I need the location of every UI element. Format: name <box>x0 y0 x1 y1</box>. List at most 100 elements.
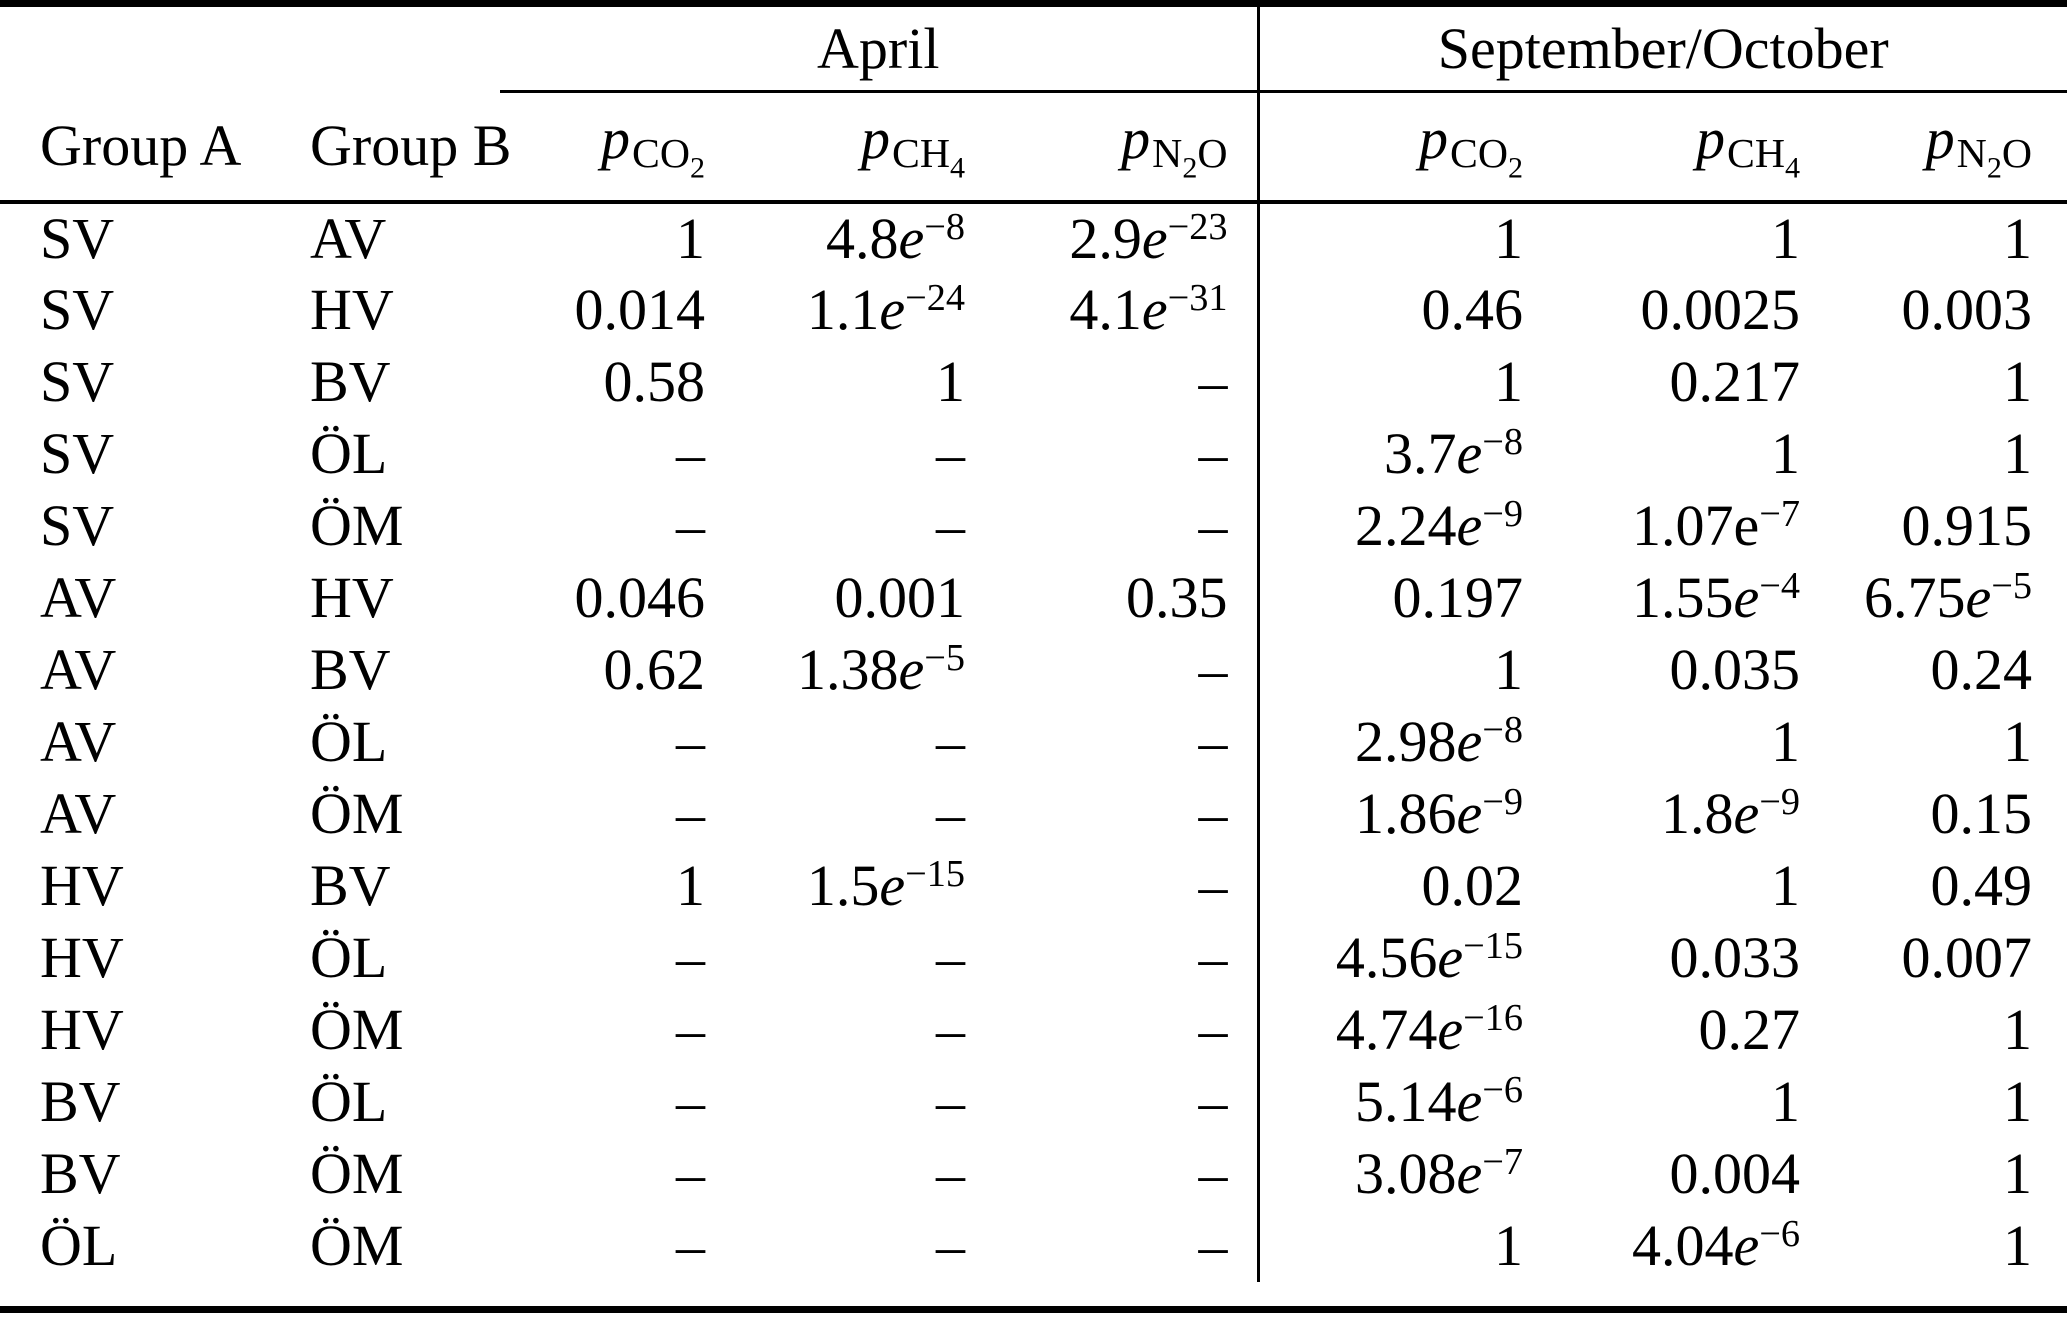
gas-formula: CO2 <box>631 131 705 185</box>
gas-formula: N2O <box>1956 131 2033 185</box>
exponent-e: e <box>1456 708 1483 774</box>
group-a-cell: AV <box>40 708 117 774</box>
season-header-row: April September/October <box>0 3 2067 93</box>
group-b-cell: HV <box>310 564 394 630</box>
exponent-e: e <box>1141 205 1168 271</box>
group-a-cell: SV <box>40 205 115 271</box>
exponent: −7 <box>1759 492 1800 535</box>
april-p-value-cell: – <box>1198 780 1228 846</box>
april-p-value-cell: – <box>936 780 965 846</box>
sep-oct-p-value-cell: 1.07e−7 <box>1632 492 1800 558</box>
april-p-value-cell: – <box>1198 1140 1228 1206</box>
group-b-cell: BV <box>310 852 391 918</box>
sep-oct-p-value-cell: 6.75e−5 <box>1864 564 2033 630</box>
formula-subscript: 2 <box>1507 150 1523 185</box>
april-p-value-cell: – <box>1198 636 1228 702</box>
exponent-e: e <box>1456 1068 1483 1134</box>
sep-oct-p-value-cell: 1.8e−9 <box>1661 780 1800 846</box>
exponent: −4 <box>1759 564 1800 607</box>
april-p-value-cell: – <box>676 1140 705 1206</box>
group-b-cell: ÖL <box>310 708 388 774</box>
sep-oct-p-value-cell: 4.04e−6 <box>1632 1212 1800 1278</box>
april-p-value-cell: – <box>1198 492 1228 558</box>
april-p-value-cell: – <box>676 492 705 558</box>
exponent: −15 <box>905 852 965 895</box>
april-p-value-cell: – <box>676 924 705 990</box>
formula-subscript: 4 <box>949 150 965 185</box>
exponent-e: e <box>1141 276 1168 342</box>
table-row: SV HV 0.014 1.1e−24 4.1e−31 0.46 0.0025 0.003 <box>0 273 2067 346</box>
sep-oct-p-value-cell: 0.15 <box>1930 780 2033 846</box>
sep-oct-pch4-header: pCH4 <box>1538 91 1808 204</box>
april-p-value-cell: – <box>936 924 965 990</box>
april-p-value-cell: 1.38e−5 <box>797 636 965 702</box>
sep-oct-p-value-cell: 1.55e−4 <box>1632 564 1800 630</box>
exponent-e: e <box>1437 924 1464 990</box>
group-a-cell: SV <box>40 420 115 486</box>
p-symbol: p <box>1418 105 1448 171</box>
empty-header-cell <box>270 4 500 92</box>
sep-oct-p-value-cell: 1 <box>2003 708 2033 774</box>
sep-oct-pn2o-header: pN2O <box>1808 91 2067 204</box>
sep-oct-p-value-cell: 0.007 <box>1901 924 2033 990</box>
exponent-e: e <box>1965 564 1992 630</box>
exponent-e: e <box>1437 996 1464 1062</box>
table-row: HV ÖM – – –4.74e−16 0.27 1 <box>0 993 2067 1066</box>
april-p-value-cell: – <box>1198 708 1228 774</box>
table-row: HV BV 1 1.5e−15 –0.02 1 0.49 <box>0 849 2067 922</box>
april-p-value-cell: – <box>1198 1068 1228 1134</box>
sep-oct-p-value-cell: 5.14e−6 <box>1256 1065 1538 1138</box>
sep-oct-p-value-cell: 3.7e−8 <box>1256 417 1538 490</box>
group-a-cell: AV <box>40 564 117 630</box>
formula-subscript: 2 <box>1182 150 1198 185</box>
sep-oct-p-value-cell: 0.02 <box>1256 849 1538 922</box>
exponent: −9 <box>1482 492 1523 535</box>
april-p-value-cell: 4.1e−31 <box>1069 276 1228 342</box>
formula-subscript: 2 <box>689 150 705 185</box>
table-row: AV BV 0.62 1.38e−5 –1 0.035 0.24 <box>0 633 2067 706</box>
sep-oct-p-value-cell: 1 <box>2003 1212 2033 1278</box>
group-a-cell: AV <box>40 636 117 702</box>
sep-oct-p-value-cell: 0.915 <box>1901 492 2033 558</box>
april-p-value-cell: 1 <box>676 205 705 271</box>
sep-oct-p-value-cell: 0.217 <box>1669 348 1801 414</box>
exponent-e: e <box>1733 1212 1760 1278</box>
group-b-cell: ÖL <box>310 420 388 486</box>
exponent-e: e <box>1456 420 1483 486</box>
p-symbol: p <box>1925 105 1955 171</box>
table-row: AV HV 0.046 0.001 0.35 0.197 1.55e−4 6.75e−5 <box>0 561 2067 634</box>
gas-formula: CH4 <box>1726 131 1800 185</box>
april-p-value-cell: – <box>936 1212 965 1278</box>
april-p-value-cell: 0.58 <box>603 348 706 414</box>
april-p-value-cell: – <box>676 1212 705 1278</box>
sep-oct-p-value-cell: 1 <box>2003 996 2033 1062</box>
group-a-cell: HV <box>40 852 124 918</box>
exponent: −9 <box>1759 780 1800 823</box>
sep-oct-p-value-cell: 0.49 <box>1930 852 2033 918</box>
sep-oct-p-value-cell: 1 <box>1771 205 1800 271</box>
exponent-e: e <box>898 636 925 702</box>
sep-oct-p-value-cell: 1 <box>1256 201 1538 274</box>
sep-oct-p-value-cell: 3.08e−7 <box>1256 1137 1538 1210</box>
april-pco2-header: pCO2 <box>500 91 730 204</box>
group-b-cell: BV <box>310 348 391 414</box>
column-header-row: Group A Group B pCO2 pCH4 pN2O pCO2 pCH4… <box>0 91 2067 204</box>
exponent-e: e <box>879 276 906 342</box>
exponent-e: e <box>879 852 906 918</box>
group-b-cell: ÖM <box>310 1140 404 1206</box>
group-b-cell: BV <box>310 636 391 702</box>
april-season-header: April <box>500 3 1258 93</box>
exponent-e: e <box>1456 780 1483 846</box>
sep-oct-pco2-header: pCO2 <box>1256 91 1538 204</box>
group-a-cell: HV <box>40 996 124 1062</box>
exponent: −5 <box>1991 564 2033 607</box>
sep-oct-p-value-cell: 1 <box>1771 708 1800 774</box>
group-a-cell: SV <box>40 348 115 414</box>
exponent: −8 <box>1482 420 1523 463</box>
april-p-value-cell: – <box>1198 852 1228 918</box>
exponent: −8 <box>924 205 965 248</box>
april-p-value-cell: – <box>676 996 705 1062</box>
sep-oct-p-value-cell: 1 <box>2003 1068 2033 1134</box>
